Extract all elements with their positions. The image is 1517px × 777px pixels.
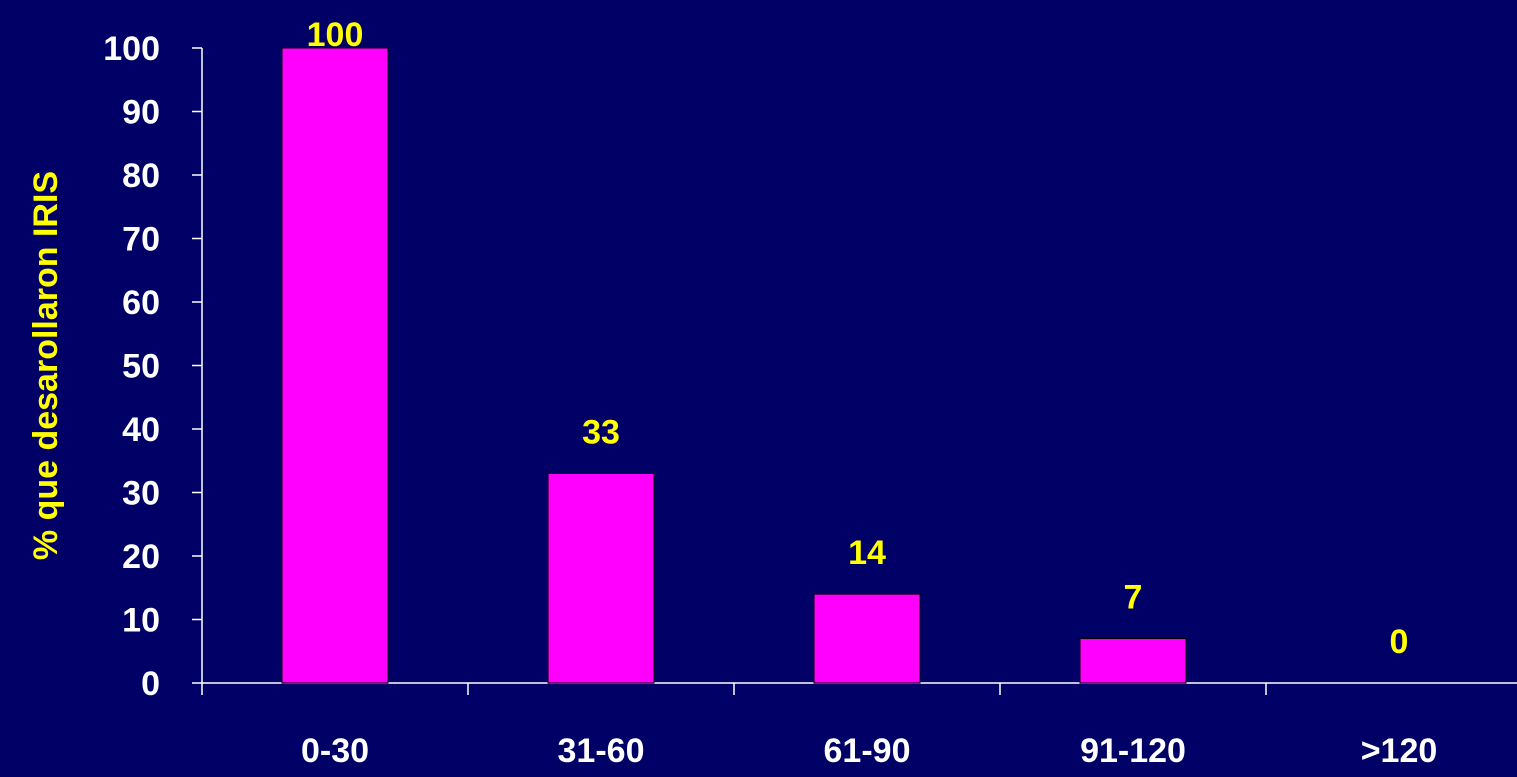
category-label: 61-90 (824, 732, 911, 770)
y-tick-label: 90 (122, 94, 160, 132)
y-tick-label: 10 (122, 602, 160, 640)
category-label: 91-120 (1080, 732, 1186, 770)
category-label: 31-60 (558, 732, 645, 770)
data-label: 14 (848, 534, 886, 572)
y-tick-label: 30 (122, 475, 160, 513)
y-tick-label: 70 (122, 221, 160, 259)
bar-31-60 (547, 472, 655, 684)
x-axis (201, 682, 1517, 695)
bars (281, 47, 1187, 684)
y-axis-title: % que desarollaron IRIS (27, 171, 65, 560)
y-tick-label: 100 (103, 30, 160, 68)
category-label: >120 (1361, 732, 1438, 770)
data-label: 0 (1390, 623, 1409, 661)
bar-0-30 (281, 47, 389, 684)
category-labels: 0-30 31-60 61-90 91-120 >120 (301, 732, 1437, 770)
y-tick-label: 20 (122, 538, 160, 576)
y-tick-label: 40 (122, 411, 160, 449)
bar-91-120 (1079, 638, 1187, 684)
y-tick-label: 80 (122, 157, 160, 195)
data-label: 33 (582, 413, 620, 451)
y-tick-label: 60 (122, 284, 160, 322)
data-labels: 100 33 14 7 0 (307, 16, 1409, 661)
data-label: 7 (1124, 579, 1143, 617)
data-label: 100 (307, 16, 364, 54)
category-label: 0-30 (301, 732, 369, 770)
y-tick-label: 0 (141, 665, 160, 703)
bar-61-90 (813, 593, 921, 684)
y-axis: 0 10 20 30 40 50 60 70 80 90 100 (103, 30, 203, 703)
y-tick-label: 50 (122, 348, 160, 386)
